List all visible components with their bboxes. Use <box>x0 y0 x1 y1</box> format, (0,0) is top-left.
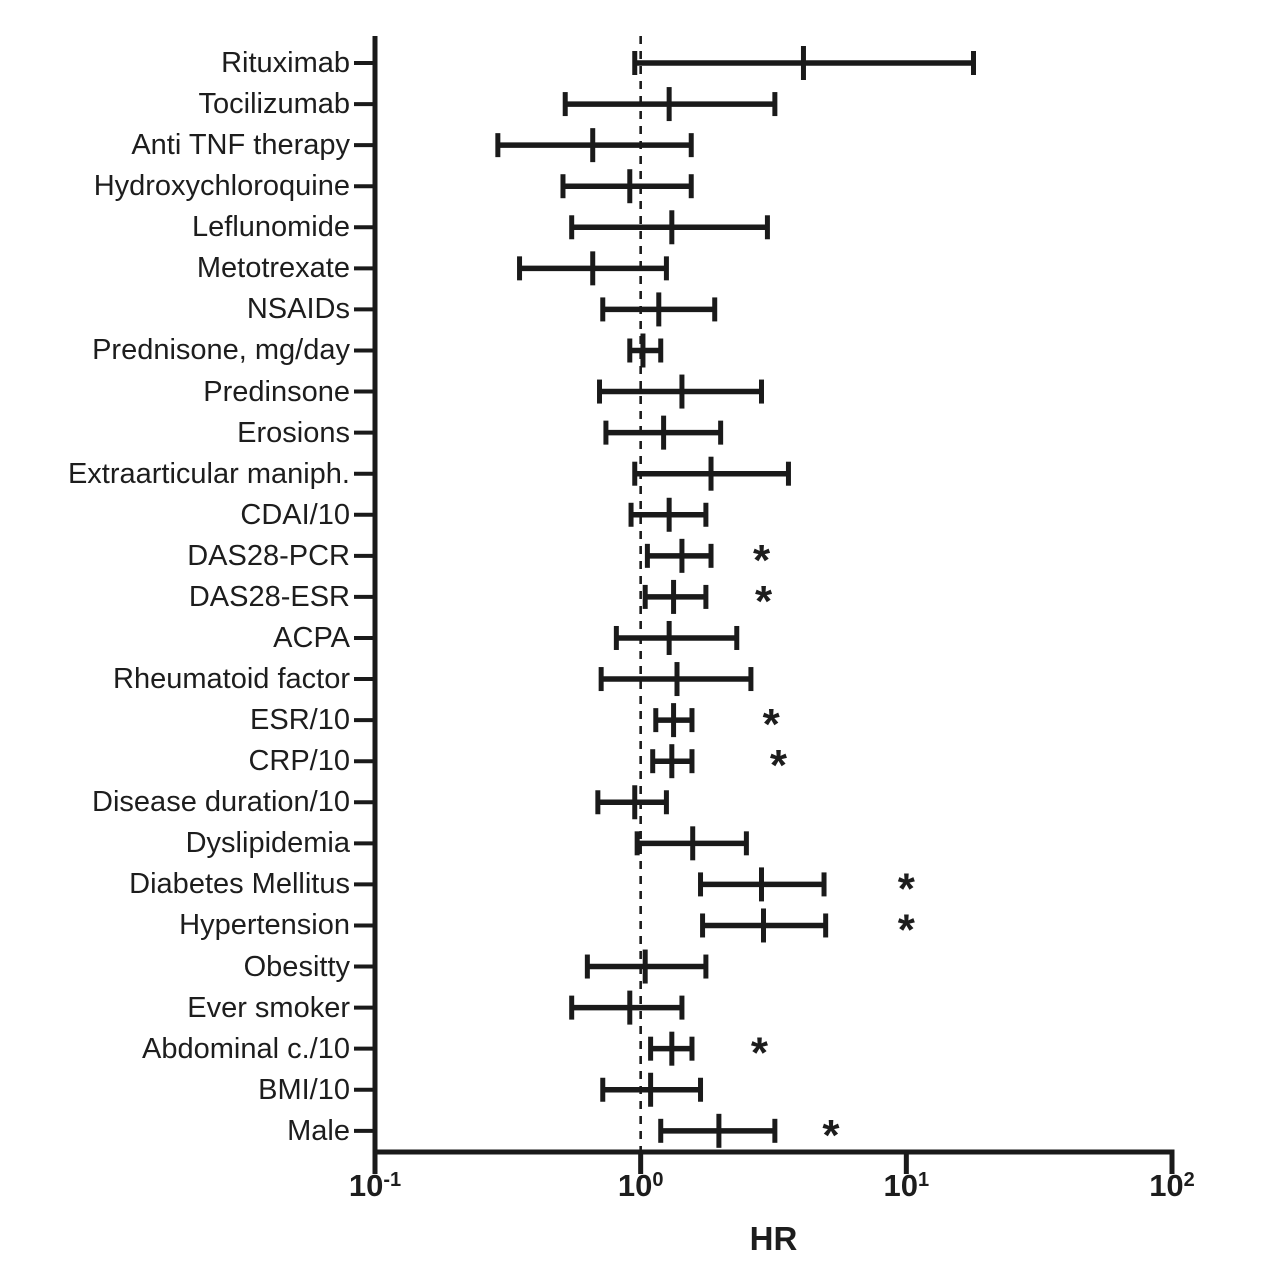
forest-row: * <box>648 1029 769 1078</box>
forest-row <box>603 415 724 450</box>
forest-row: * <box>700 905 916 954</box>
forest-row <box>584 949 709 984</box>
significance-asterisk: * <box>751 1029 769 1078</box>
forest-row: * <box>698 864 916 913</box>
forest-row <box>628 497 709 532</box>
forest-row <box>613 620 740 655</box>
x-axis-title: HR <box>749 1220 798 1257</box>
forest-row <box>517 251 669 286</box>
forest-row <box>627 333 664 368</box>
significance-asterisk: * <box>770 741 788 790</box>
forest-row: * <box>642 577 773 626</box>
significance-asterisk: * <box>753 536 771 585</box>
significance-asterisk: * <box>898 905 916 954</box>
significance-asterisk: * <box>898 864 916 913</box>
forest-row <box>634 826 749 861</box>
forest-row: * <box>650 741 788 790</box>
significance-asterisk: * <box>755 577 773 626</box>
forest-row <box>600 1072 704 1107</box>
forest-row: * <box>658 1111 840 1160</box>
forest-row <box>600 292 718 327</box>
forest-row <box>562 87 778 122</box>
forest-row: * <box>653 700 781 749</box>
forest-row <box>632 456 791 491</box>
forest-row: * <box>644 536 771 585</box>
forest-row <box>560 169 694 204</box>
forest-row <box>597 374 765 409</box>
forest-row <box>569 990 685 1025</box>
forest-row <box>569 210 770 245</box>
forest-row <box>632 46 977 80</box>
forest-row <box>598 662 754 697</box>
forest-row <box>595 785 669 820</box>
significance-asterisk: * <box>763 700 781 749</box>
significance-asterisk: * <box>822 1111 840 1160</box>
forest-row <box>495 128 694 163</box>
